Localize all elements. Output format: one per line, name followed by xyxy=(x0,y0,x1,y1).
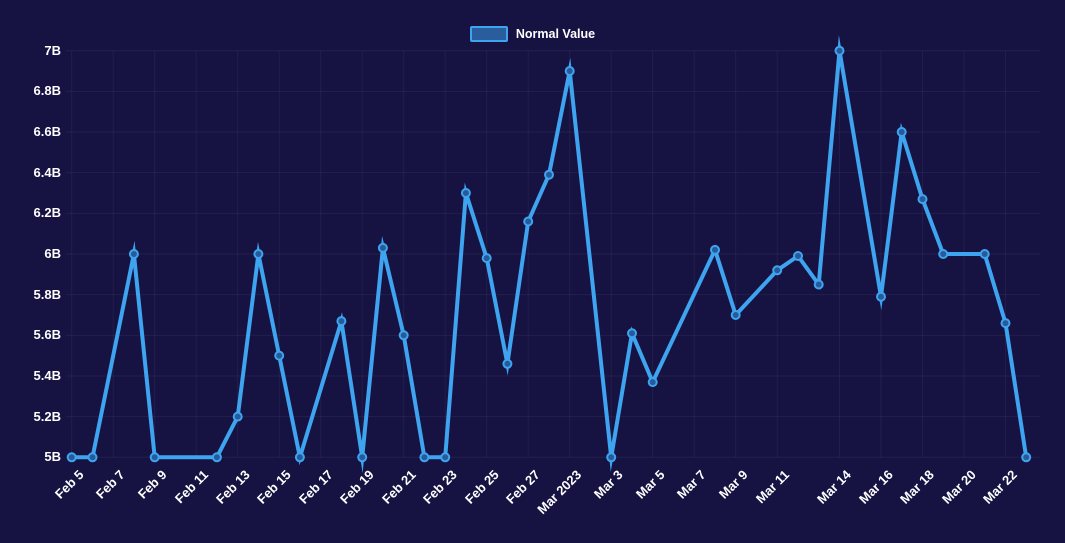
data-point[interactable] xyxy=(772,265,783,276)
data-point[interactable] xyxy=(730,310,741,320)
data-point[interactable] xyxy=(460,188,471,198)
data-point[interactable] xyxy=(419,452,430,463)
data-point[interactable] xyxy=(876,291,886,302)
series-group xyxy=(66,35,1032,474)
y-axis-label: 7B xyxy=(44,42,61,58)
data-point[interactable] xyxy=(87,452,98,463)
data-point[interactable] xyxy=(1021,452,1032,463)
data-point[interactable] xyxy=(274,350,285,361)
y-axis-label: 6.6B xyxy=(33,124,61,140)
y-axis-label: 5.8B xyxy=(33,286,61,302)
data-point[interactable] xyxy=(834,45,845,56)
y-axis-label: 5.4B xyxy=(33,367,61,383)
y-axis-label: 6B xyxy=(44,246,61,261)
legend-swatch-icon xyxy=(469,26,508,42)
data-point[interactable] xyxy=(1000,318,1011,329)
data-point[interactable] xyxy=(544,169,554,180)
data-point[interactable] xyxy=(336,316,347,327)
data-point[interactable] xyxy=(813,279,824,290)
data-point[interactable] xyxy=(627,328,637,339)
grid-lines xyxy=(66,50,1040,458)
y-axis-label: 6.2B xyxy=(33,205,61,221)
data-point[interactable] xyxy=(606,452,617,463)
data-point[interactable] xyxy=(294,452,305,463)
legend-label: Normal Value xyxy=(515,27,596,41)
data-point[interactable] xyxy=(564,66,575,76)
data-point[interactable] xyxy=(211,452,222,463)
data-point[interactable] xyxy=(896,127,907,137)
data-point[interactable] xyxy=(710,244,720,255)
data-point[interactable] xyxy=(979,249,990,259)
y-axis-label: 5.6B xyxy=(33,327,61,343)
y-axis-label: 5B xyxy=(44,449,61,465)
y-axis-label: 5.2B xyxy=(33,408,61,424)
data-point[interactable] xyxy=(647,377,658,388)
data-point[interactable] xyxy=(793,251,803,261)
legend-item[interactable]: Normal Value xyxy=(0,26,1065,42)
data-point[interactable] xyxy=(481,253,492,264)
data-point[interactable] xyxy=(523,216,534,227)
data-point[interactable] xyxy=(149,452,160,463)
data-point[interactable] xyxy=(377,242,388,253)
data-point[interactable] xyxy=(357,452,368,463)
data-point[interactable] xyxy=(502,358,513,369)
y-axis-label: 6.4B xyxy=(33,164,61,180)
y-axis-label: 6.8B xyxy=(33,83,61,99)
data-point[interactable] xyxy=(253,249,264,259)
data-point[interactable] xyxy=(440,452,451,463)
data-point[interactable] xyxy=(128,249,139,259)
data-point[interactable] xyxy=(398,330,409,341)
data-point[interactable] xyxy=(66,452,77,463)
data-point[interactable] xyxy=(232,411,243,422)
data-point[interactable] xyxy=(917,194,928,205)
data-point[interactable] xyxy=(938,249,949,259)
